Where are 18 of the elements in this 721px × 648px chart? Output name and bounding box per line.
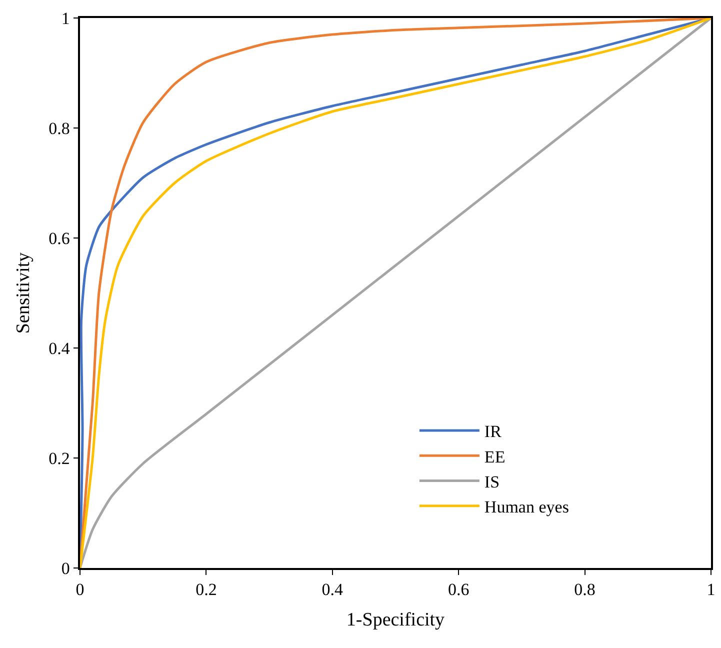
y-tick-label: 0.6 (48, 228, 70, 248)
x-tick-label: 0.2 (196, 580, 217, 600)
y-axis-title: Sensitivity (12, 252, 34, 334)
y-tick-label: 0 (61, 558, 70, 578)
y-tick-label: 0.8 (48, 118, 70, 138)
y-tick-label: 0.2 (48, 448, 70, 468)
legend-label: Human eyes (484, 497, 569, 516)
x-axis-title: 1-Specificity (346, 609, 446, 630)
x-tick-label: 0.8 (574, 580, 596, 600)
y-tick-label: 0.4 (48, 338, 70, 358)
legend-label: EE (484, 447, 506, 466)
legend-label: IS (484, 472, 500, 492)
x-tick-label: 0.4 (322, 580, 344, 600)
legend-label: IR (484, 422, 502, 442)
y-tick-label: 1 (61, 8, 70, 28)
x-tick-label: 0 (76, 580, 84, 600)
x-tick-label: 0.6 (448, 580, 470, 600)
x-tick-label: 1 (706, 580, 716, 600)
